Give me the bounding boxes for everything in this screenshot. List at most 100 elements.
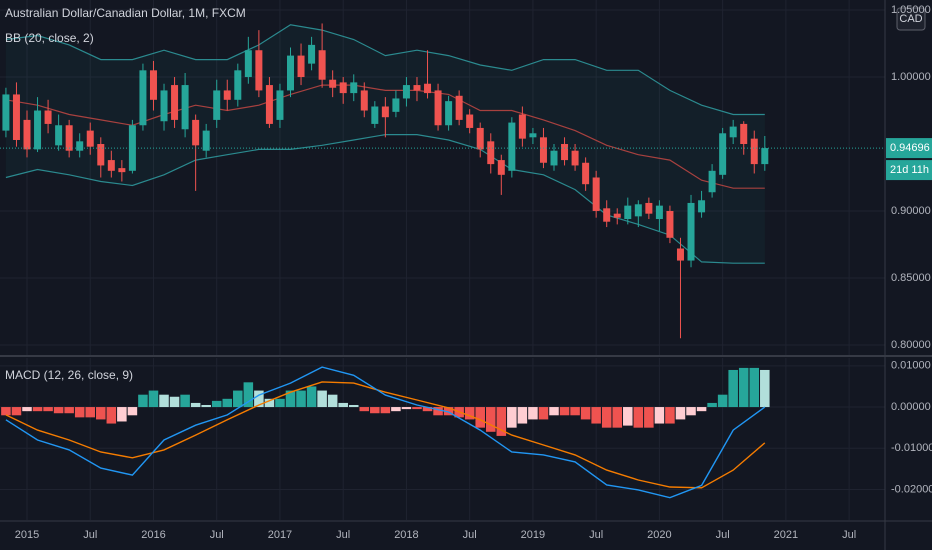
x-tick-label: Jul bbox=[842, 529, 856, 541]
histogram-bar bbox=[517, 407, 528, 424]
candle-body bbox=[297, 55, 305, 78]
candle-body bbox=[487, 141, 495, 165]
histogram-bar bbox=[422, 407, 433, 412]
y-tick-label: 0.01000 bbox=[891, 360, 931, 372]
y-tick-label: 1.05000 bbox=[891, 4, 931, 16]
histogram-bar bbox=[96, 407, 106, 420]
histogram-bar bbox=[64, 407, 74, 414]
candle-body bbox=[371, 106, 379, 124]
candle-body bbox=[740, 123, 748, 145]
candle-body bbox=[582, 162, 590, 185]
candle-body bbox=[508, 122, 516, 171]
histogram-bar bbox=[222, 398, 233, 408]
histogram-bar bbox=[254, 390, 264, 408]
histogram-bar bbox=[464, 407, 475, 420]
histogram-bar bbox=[591, 407, 601, 424]
candle-body bbox=[392, 98, 400, 112]
candle-body bbox=[434, 90, 442, 126]
histogram-bar bbox=[243, 382, 254, 408]
bollinger-upper bbox=[5, 24, 765, 116]
candle-body bbox=[413, 85, 421, 91]
macd-line bbox=[5, 366, 766, 499]
candle-body bbox=[708, 170, 716, 193]
candle-body bbox=[613, 213, 621, 218]
histogram-bar bbox=[306, 386, 317, 408]
candle-body bbox=[44, 110, 52, 124]
candle-body bbox=[402, 85, 410, 99]
histogram-bar bbox=[760, 369, 770, 408]
histogram-bar bbox=[117, 407, 127, 422]
histogram-bar bbox=[138, 394, 148, 408]
candle-body bbox=[244, 50, 252, 78]
x-tick-label: Jul bbox=[210, 529, 224, 541]
histogram-bar bbox=[401, 407, 412, 410]
candle-body bbox=[518, 114, 526, 139]
histogram-bar bbox=[296, 390, 306, 408]
histogram-bar bbox=[496, 407, 507, 436]
histogram-bar bbox=[85, 407, 96, 418]
y-tick-label: 0.00000 bbox=[891, 401, 931, 413]
histogram-bar bbox=[43, 407, 53, 412]
currency-badge[interactable] bbox=[896, 7, 926, 31]
candle-body bbox=[698, 200, 706, 213]
histogram-bar bbox=[359, 407, 370, 412]
histogram-bar bbox=[159, 394, 169, 408]
histogram-bar bbox=[285, 390, 296, 408]
candle-body bbox=[729, 126, 737, 138]
candle-body bbox=[476, 127, 484, 150]
histogram-bar bbox=[443, 407, 454, 416]
candle-body bbox=[160, 90, 168, 122]
candle-body bbox=[34, 110, 42, 150]
candle-body bbox=[350, 82, 358, 94]
candle-body bbox=[213, 90, 221, 120]
histogram-bar bbox=[433, 407, 443, 416]
histogram-bar bbox=[686, 407, 696, 416]
candle-body bbox=[2, 94, 10, 131]
candle-body bbox=[624, 205, 632, 220]
histogram-bar bbox=[233, 390, 243, 408]
candle-body bbox=[223, 90, 231, 100]
candle-body bbox=[12, 94, 20, 140]
candle-body bbox=[592, 177, 600, 211]
histogram-bar bbox=[717, 394, 728, 408]
currency-label[interactable]: CAD bbox=[899, 13, 922, 25]
candle-body bbox=[529, 133, 537, 138]
histogram-bar bbox=[654, 407, 665, 424]
candle-body bbox=[455, 95, 463, 120]
x-tick-label: Jul bbox=[336, 529, 350, 541]
histogram-bar bbox=[623, 407, 633, 426]
histogram-bar bbox=[148, 390, 159, 408]
y-tick-label: -0.02000 bbox=[891, 483, 932, 495]
candle-body bbox=[539, 137, 547, 163]
candle-body bbox=[181, 85, 189, 130]
histogram-bar bbox=[728, 369, 738, 408]
x-tick-label: 2017 bbox=[268, 529, 292, 541]
candle-body bbox=[255, 50, 263, 91]
candle-body bbox=[603, 208, 611, 222]
candle-body bbox=[381, 106, 389, 118]
candle-body bbox=[171, 85, 179, 120]
histogram-bar bbox=[380, 407, 391, 414]
histogram-bar bbox=[211, 400, 222, 408]
candle-body bbox=[118, 168, 126, 173]
countdown-label: 21d 11h bbox=[890, 164, 929, 176]
histogram-bar bbox=[749, 367, 760, 408]
histogram-bar bbox=[665, 407, 675, 424]
candle-body bbox=[687, 202, 695, 261]
histogram-bar bbox=[570, 407, 580, 416]
y-tick-label: 0.80000 bbox=[891, 339, 931, 351]
candle-body bbox=[107, 160, 115, 171]
x-tick-label: 2018 bbox=[394, 529, 418, 541]
histogram-bar bbox=[391, 407, 401, 412]
y-tick-label: -0.01000 bbox=[891, 442, 932, 454]
histogram-bar bbox=[22, 407, 32, 412]
x-tick-label: 2016 bbox=[141, 529, 165, 541]
histogram-bar bbox=[633, 407, 644, 428]
histogram-bar bbox=[644, 407, 654, 428]
candle-body bbox=[634, 204, 642, 217]
chart-title: Australian Dollar/Canadian Dollar, 1M, F… bbox=[5, 6, 246, 20]
candle-body bbox=[287, 55, 294, 91]
histogram-bar bbox=[275, 398, 285, 408]
candle-body bbox=[76, 141, 84, 151]
